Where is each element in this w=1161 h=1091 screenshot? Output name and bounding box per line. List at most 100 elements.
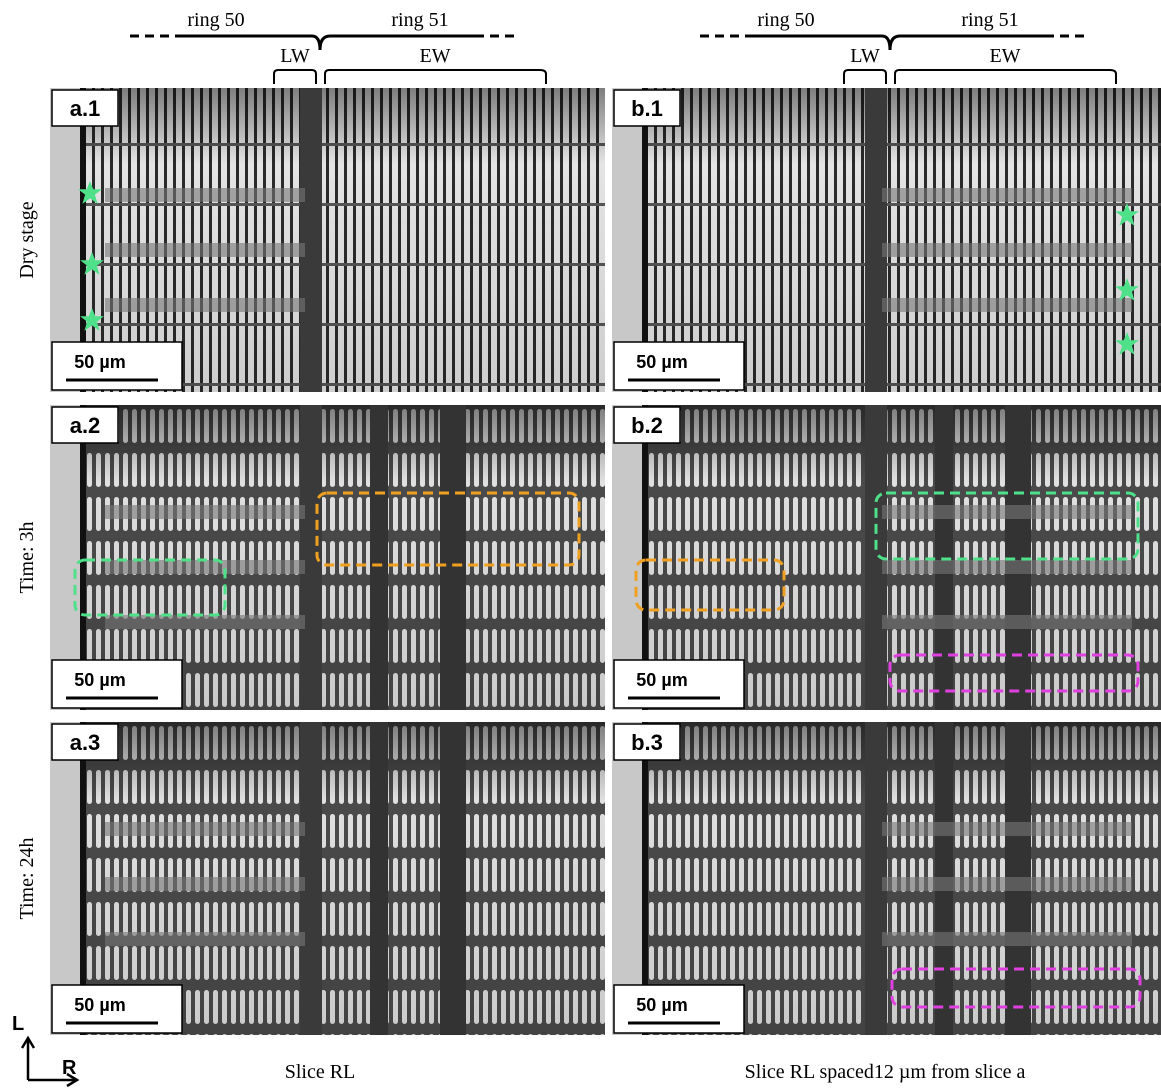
id-box — [613, 89, 681, 127]
id-box — [613, 406, 681, 444]
ray — [882, 877, 1132, 891]
ew-bracket — [894, 69, 1117, 84]
ray — [105, 243, 305, 257]
ray — [105, 615, 305, 629]
ray — [105, 932, 305, 946]
latewood-band — [865, 722, 887, 1035]
ray — [105, 298, 305, 312]
axis-l: L — [12, 1013, 24, 1035]
bracket — [888, 34, 1045, 51]
highlight-box — [73, 558, 227, 617]
micrograph-panel: b.2 50 µm — [612, 405, 1161, 710]
id-box — [51, 723, 119, 761]
panel-id: a.1 — [70, 96, 101, 121]
wet-band — [370, 405, 388, 710]
lw-bracket — [843, 69, 887, 84]
ray — [882, 932, 1132, 946]
scale-label: 50 µm — [636, 352, 687, 372]
ray — [105, 505, 305, 519]
highlight-box — [874, 491, 1140, 561]
latewood-band — [300, 722, 322, 1035]
ring-label: ring 50 — [757, 9, 814, 31]
row-label: Dry stage — [16, 201, 38, 278]
ring-header: ring 50 ring 51 LW EW — [130, 9, 547, 84]
id-box — [51, 406, 119, 444]
scale-label: 50 µm — [74, 995, 125, 1015]
edge — [50, 405, 80, 710]
ring-header: ring 50 ring 51 LW EW — [700, 9, 1117, 84]
micrograph-panel: a.2 50 µm — [50, 405, 605, 710]
highlight-box — [634, 558, 786, 612]
ray — [882, 243, 1132, 257]
wet-band — [440, 405, 466, 710]
ew-label: EW — [419, 45, 450, 67]
edge — [80, 722, 86, 1035]
ray — [105, 188, 305, 202]
column-caption: Slice RL — [285, 1061, 356, 1083]
micrograph-panel: b.3 50 µm — [612, 722, 1161, 1035]
latewood-band — [865, 88, 887, 392]
scale-label: 50 µm — [74, 352, 125, 372]
panel-id: b.2 — [631, 413, 663, 438]
ring-label: ring 50 — [187, 9, 244, 31]
axis-r: R — [62, 1057, 77, 1079]
shading — [50, 405, 605, 710]
latewood-band — [300, 405, 322, 710]
latewood-band — [300, 88, 322, 392]
ray — [882, 560, 1132, 574]
micrograph-panel: b.1 50 µm — [612, 88, 1161, 392]
scale-label: 50 µm — [636, 670, 687, 690]
scale-box — [51, 984, 183, 1034]
highlight-box — [890, 967, 1142, 1009]
scale-box — [613, 341, 745, 391]
highlight-box — [315, 491, 581, 567]
panel-id: a.2 — [70, 413, 101, 438]
ray — [882, 298, 1132, 312]
scale-box — [51, 341, 183, 391]
edge — [612, 405, 642, 710]
ring-label: ring 51 — [961, 9, 1018, 31]
panel-id: b.3 — [631, 730, 663, 755]
edge — [612, 722, 642, 1035]
ray — [882, 822, 1132, 836]
column-caption: Slice RL spaced12 µm from slice a — [745, 1061, 1026, 1083]
ray — [105, 822, 305, 836]
highlight-box — [888, 653, 1140, 693]
micrograph-panel: a.1 50 µm — [50, 88, 605, 392]
panel-id: a.3 — [70, 730, 101, 755]
ray — [882, 188, 1132, 202]
ew-label: EW — [989, 45, 1020, 67]
ring-label: ring 51 — [391, 9, 448, 31]
bracket — [318, 34, 475, 51]
ray — [882, 505, 1132, 519]
scale-label: 50 µm — [636, 995, 687, 1015]
scale-box — [613, 984, 745, 1034]
edge — [50, 722, 80, 1035]
scale-box — [613, 659, 745, 709]
ray — [105, 560, 305, 574]
edge — [80, 405, 86, 710]
lw-label: LW — [850, 45, 880, 67]
latewood-band — [865, 405, 887, 710]
lw-bracket — [273, 69, 317, 84]
id-box — [51, 89, 119, 127]
ew-bracket — [324, 69, 547, 84]
ray — [882, 615, 1132, 629]
scale-box — [51, 659, 183, 709]
id-box — [613, 723, 681, 761]
panel-id: b.1 — [631, 96, 663, 121]
scale-label: 50 µm — [74, 670, 125, 690]
lw-label: LW — [280, 45, 310, 67]
wet-band — [440, 722, 466, 1035]
edge — [642, 405, 648, 710]
edge — [642, 88, 648, 392]
row-label: Time: 24h — [16, 837, 38, 919]
micrograph-panel: a.3 50 µm — [50, 722, 605, 1035]
wet-band — [370, 722, 388, 1035]
panels: Dry stage a.1 50 µm b.1 50 µm Time: 3h a.2 50 µ… — [16, 88, 1161, 1035]
ray — [105, 877, 305, 891]
header: ring 50 ring 51 LW EW ring 50 ring 51 LW EW — [130, 9, 1117, 84]
row-label: Time: 3h — [16, 521, 38, 593]
axis-indicator — [20, 1035, 80, 1088]
